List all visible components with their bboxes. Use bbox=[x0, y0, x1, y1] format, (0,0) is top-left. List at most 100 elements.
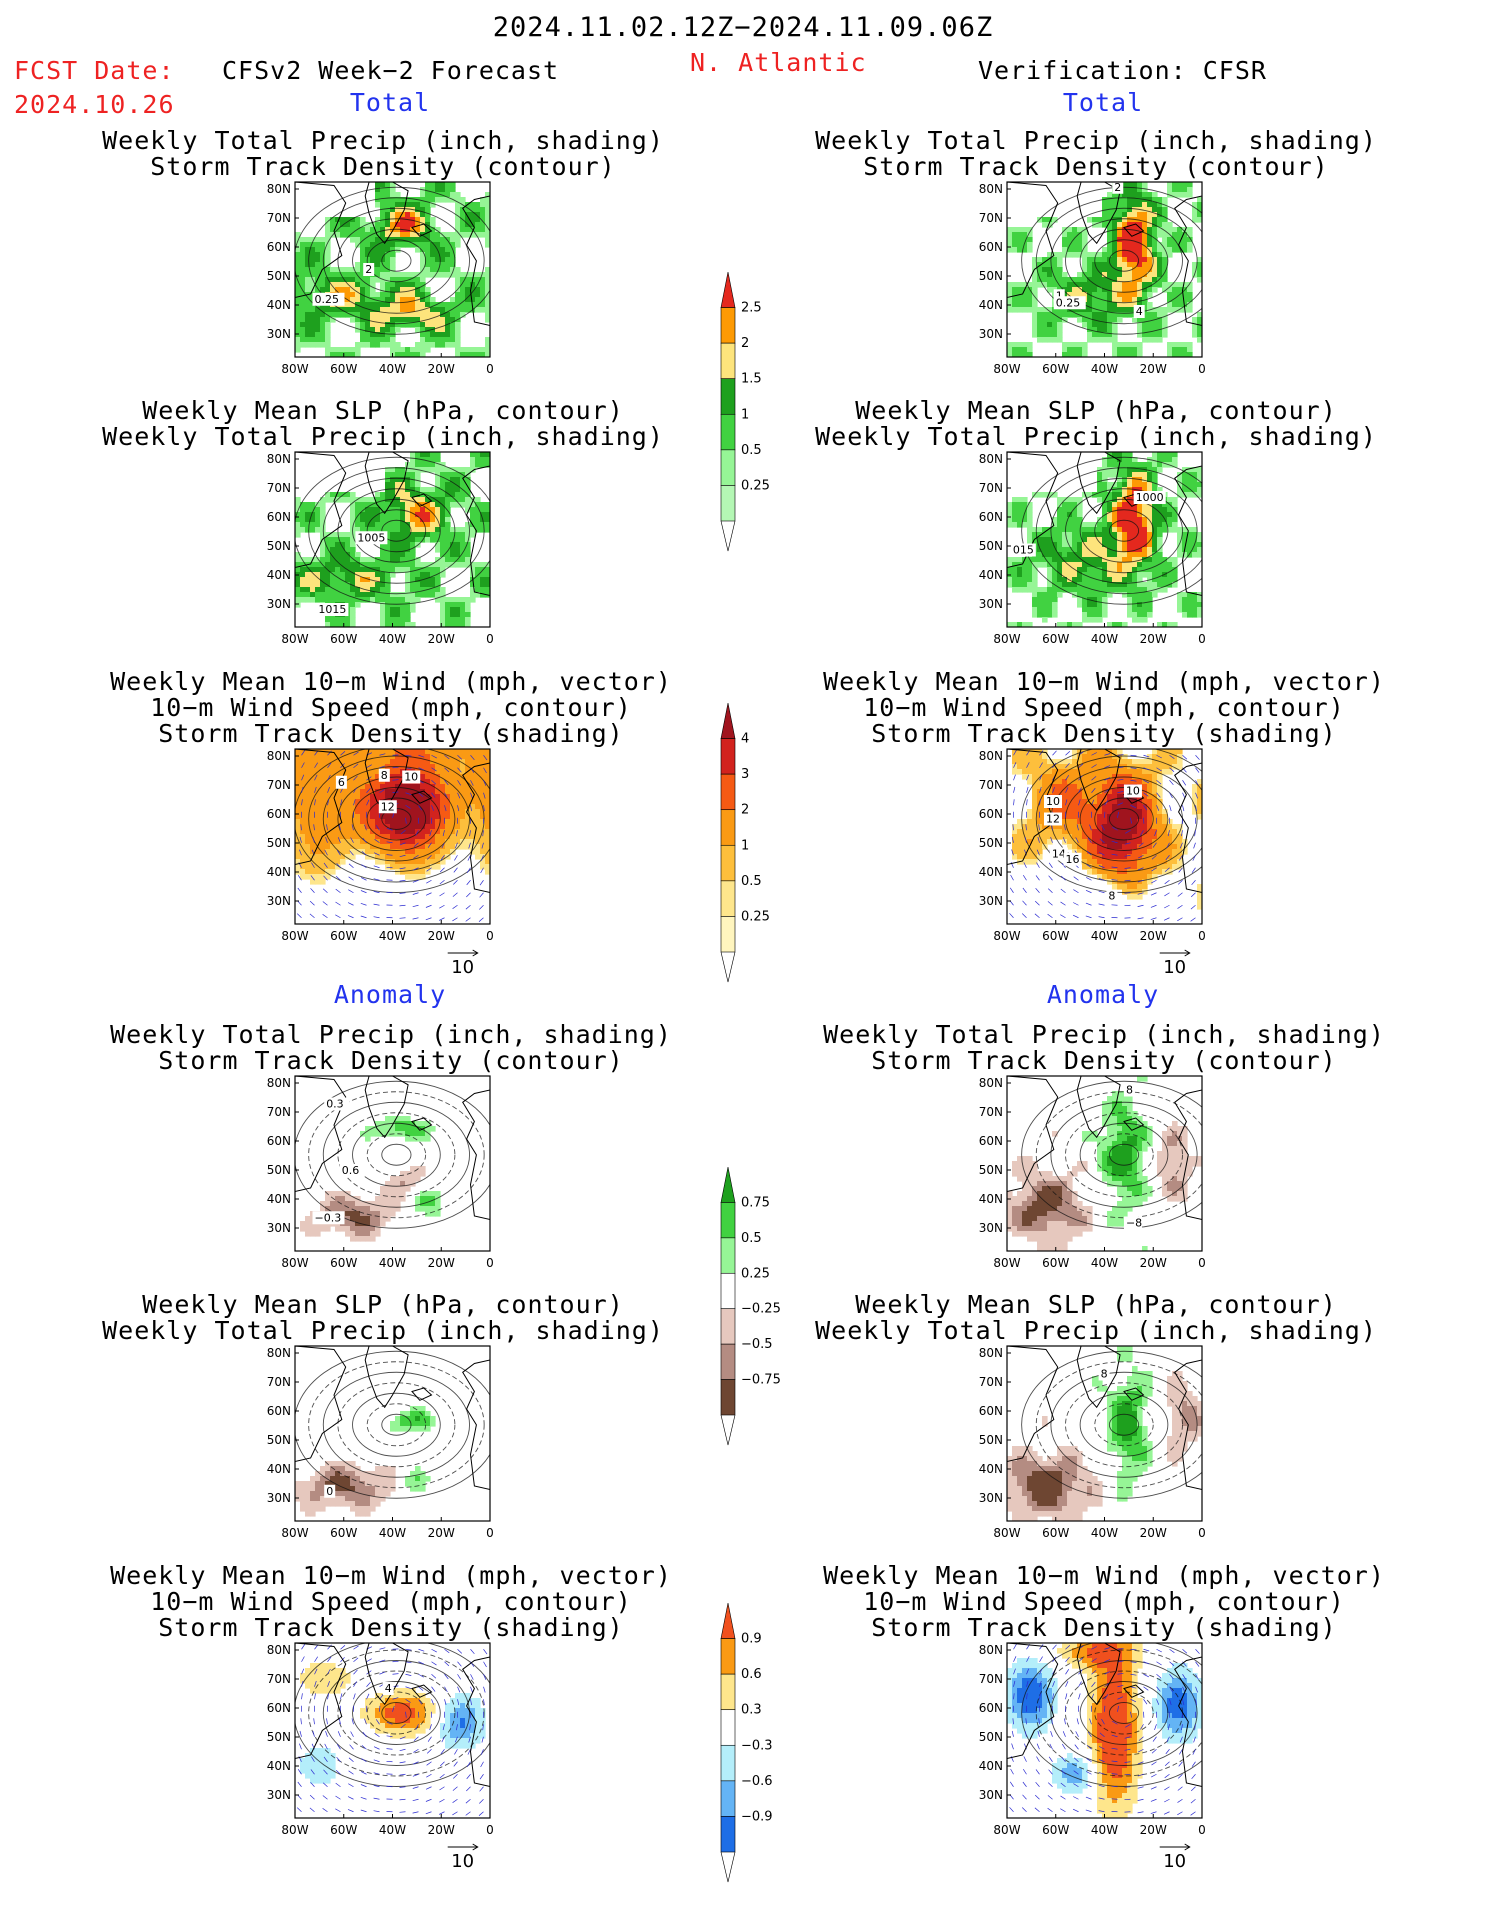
shade-cell bbox=[1027, 227, 1033, 233]
shade-cell bbox=[355, 267, 361, 273]
shade-cell bbox=[435, 754, 441, 760]
shade-cell bbox=[440, 187, 446, 193]
shade-cell bbox=[1157, 622, 1163, 627]
shade-cell bbox=[1182, 352, 1188, 357]
shade-cell bbox=[1017, 769, 1023, 775]
shade-cell bbox=[405, 612, 411, 618]
lat-tick-label: 50N bbox=[979, 269, 1003, 283]
shade-cell bbox=[1012, 764, 1018, 770]
shade-cell bbox=[1007, 247, 1013, 253]
shade-cell bbox=[410, 567, 416, 573]
shade-cell bbox=[1132, 602, 1138, 608]
shade-cell bbox=[385, 492, 391, 498]
shade-cell bbox=[385, 612, 391, 618]
shade-cell bbox=[405, 607, 411, 613]
shade-cell bbox=[390, 849, 396, 855]
contour-line bbox=[1065, 488, 1183, 574]
shade-cell bbox=[390, 859, 396, 865]
shade-cell bbox=[420, 452, 426, 458]
shade-cell bbox=[325, 497, 331, 503]
shade-cell bbox=[300, 839, 306, 845]
shade-cell bbox=[320, 547, 326, 553]
shade-cell bbox=[455, 502, 461, 508]
shade-cell bbox=[1142, 547, 1148, 553]
shade-cell bbox=[375, 597, 381, 603]
shade-cell bbox=[1142, 237, 1148, 243]
shade-cell bbox=[410, 854, 416, 860]
shade-cell bbox=[1137, 617, 1143, 623]
shade-cell bbox=[1112, 537, 1118, 543]
shade-cell bbox=[1147, 262, 1153, 268]
shade-cell bbox=[1127, 592, 1133, 598]
shade-cell bbox=[485, 522, 490, 528]
shade-cell bbox=[415, 227, 421, 233]
shade-cell bbox=[1197, 257, 1202, 263]
shade-cell bbox=[1042, 617, 1048, 623]
shade-cell bbox=[455, 597, 461, 603]
shade-cell bbox=[415, 287, 421, 293]
shade-cell bbox=[1117, 232, 1123, 238]
shade-cell bbox=[1037, 759, 1043, 765]
shade-cell bbox=[1057, 542, 1063, 548]
shade-cell bbox=[465, 297, 471, 303]
shade-cell bbox=[1172, 754, 1178, 760]
contour-label: 6 bbox=[338, 776, 345, 789]
shade-cell bbox=[1052, 607, 1058, 613]
wind-vector bbox=[483, 805, 485, 812]
shade-cell bbox=[305, 312, 311, 318]
shade-cell bbox=[1102, 262, 1108, 268]
shade-cell bbox=[360, 572, 366, 578]
shade-cell bbox=[350, 512, 356, 518]
shade-cell bbox=[1137, 759, 1143, 765]
shade-cell bbox=[1182, 602, 1188, 608]
shade-cell bbox=[445, 794, 451, 800]
shade-cell bbox=[380, 839, 386, 845]
shade-cell bbox=[475, 582, 481, 588]
shade-cell bbox=[305, 332, 311, 338]
contour-label-box bbox=[1053, 296, 1086, 310]
lon-tick-label: 60W bbox=[330, 929, 357, 943]
shade-cell bbox=[1087, 272, 1093, 278]
shade-cell bbox=[305, 517, 311, 523]
shade-cell bbox=[330, 352, 336, 357]
shade-cell bbox=[1152, 547, 1158, 553]
shade-cell bbox=[450, 197, 456, 203]
shade-cell bbox=[1042, 312, 1048, 318]
shade-cell bbox=[440, 794, 446, 800]
shade-cell bbox=[370, 502, 376, 508]
wind-vector bbox=[405, 804, 411, 809]
contour-line bbox=[366, 797, 427, 841]
shade-cell bbox=[430, 222, 436, 228]
shade-cell bbox=[485, 207, 490, 213]
shade-cell bbox=[485, 582, 490, 588]
shade-cell bbox=[355, 342, 361, 348]
shade-cell bbox=[310, 527, 316, 533]
shade-cell bbox=[455, 267, 461, 273]
shade-cell bbox=[355, 587, 361, 593]
shade-cell bbox=[410, 759, 416, 765]
shade-cell bbox=[1057, 769, 1063, 775]
shade-cell bbox=[445, 754, 451, 760]
lon-tick-label: 40W bbox=[1091, 632, 1118, 646]
shade-cell bbox=[380, 557, 386, 563]
shade-cell bbox=[455, 482, 461, 488]
shade-cell bbox=[435, 789, 441, 795]
shade-cell bbox=[1032, 577, 1038, 583]
shade-cell bbox=[485, 749, 490, 755]
shade-cell bbox=[1192, 592, 1198, 598]
shade-cell bbox=[300, 337, 306, 343]
shade-cell bbox=[1162, 242, 1168, 248]
shade-cell bbox=[1092, 577, 1098, 583]
shade-cell bbox=[340, 587, 346, 593]
shade-cell bbox=[470, 814, 476, 820]
shade-cell bbox=[455, 779, 461, 785]
shade-cell bbox=[1097, 764, 1103, 770]
panel-title: Weekly Mean 10−m Wind (mph, vector) bbox=[110, 667, 672, 696]
shade-cell bbox=[455, 222, 461, 228]
shade-cell bbox=[460, 467, 466, 473]
shade-cell bbox=[455, 622, 461, 627]
shade-cell bbox=[1187, 552, 1193, 558]
shade-cell bbox=[405, 814, 411, 820]
shade-cell bbox=[375, 272, 381, 278]
shade-cell bbox=[420, 497, 426, 503]
